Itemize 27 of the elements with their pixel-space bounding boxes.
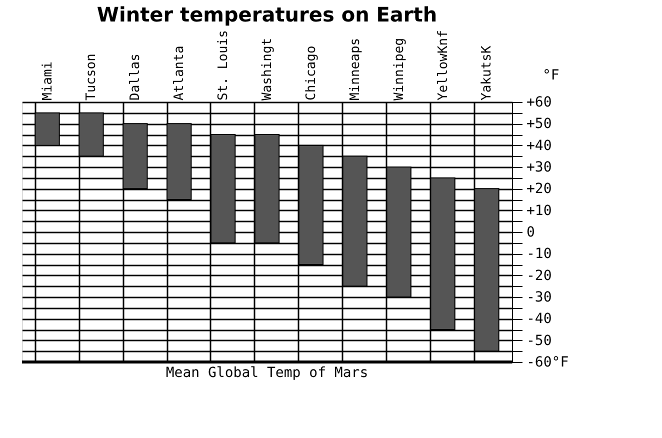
x-tick-label: Winnipeg	[392, 38, 407, 100]
y-tick-label: +20	[526, 181, 552, 198]
ref-line-label: Mean Global Temp of Mars	[166, 365, 368, 381]
x-tick-label: YakutsK	[480, 46, 495, 100]
chart-title: Winter temperatures on Earth	[96, 2, 438, 27]
y-tick-label: +10	[526, 202, 552, 219]
y-tick-label: +60	[526, 94, 552, 110]
x-tick-label: YellowKnf	[436, 30, 451, 100]
y-tick-label: -40	[526, 311, 552, 328]
y-tick-label: +50	[526, 116, 552, 132]
y-tick-label: -30	[526, 290, 552, 306]
y-tick-label: -50	[526, 332, 552, 349]
x-tick-label: Washingt	[260, 38, 275, 100]
y-tick-label: +30	[526, 160, 552, 176]
y-tick-label: -10	[526, 246, 552, 262]
x-tick-label: Tucson	[84, 54, 100, 100]
y-tick-label: -60°F	[526, 354, 569, 370]
x-tick-label: Atlanta	[172, 46, 188, 100]
x-tick-label: St. Louis	[216, 30, 232, 100]
x-tick-label: Dallas	[128, 54, 144, 100]
x-tick-label: Chicago	[304, 46, 319, 100]
y-tick-label: +40	[526, 138, 552, 154]
x-tick-label: Minneaps	[348, 38, 363, 100]
y-tick-label: -20	[526, 268, 552, 284]
y-tick-label: 0	[526, 224, 535, 240]
x-tick-label: Miami	[40, 61, 56, 100]
y-axis-title: °F	[542, 68, 560, 84]
